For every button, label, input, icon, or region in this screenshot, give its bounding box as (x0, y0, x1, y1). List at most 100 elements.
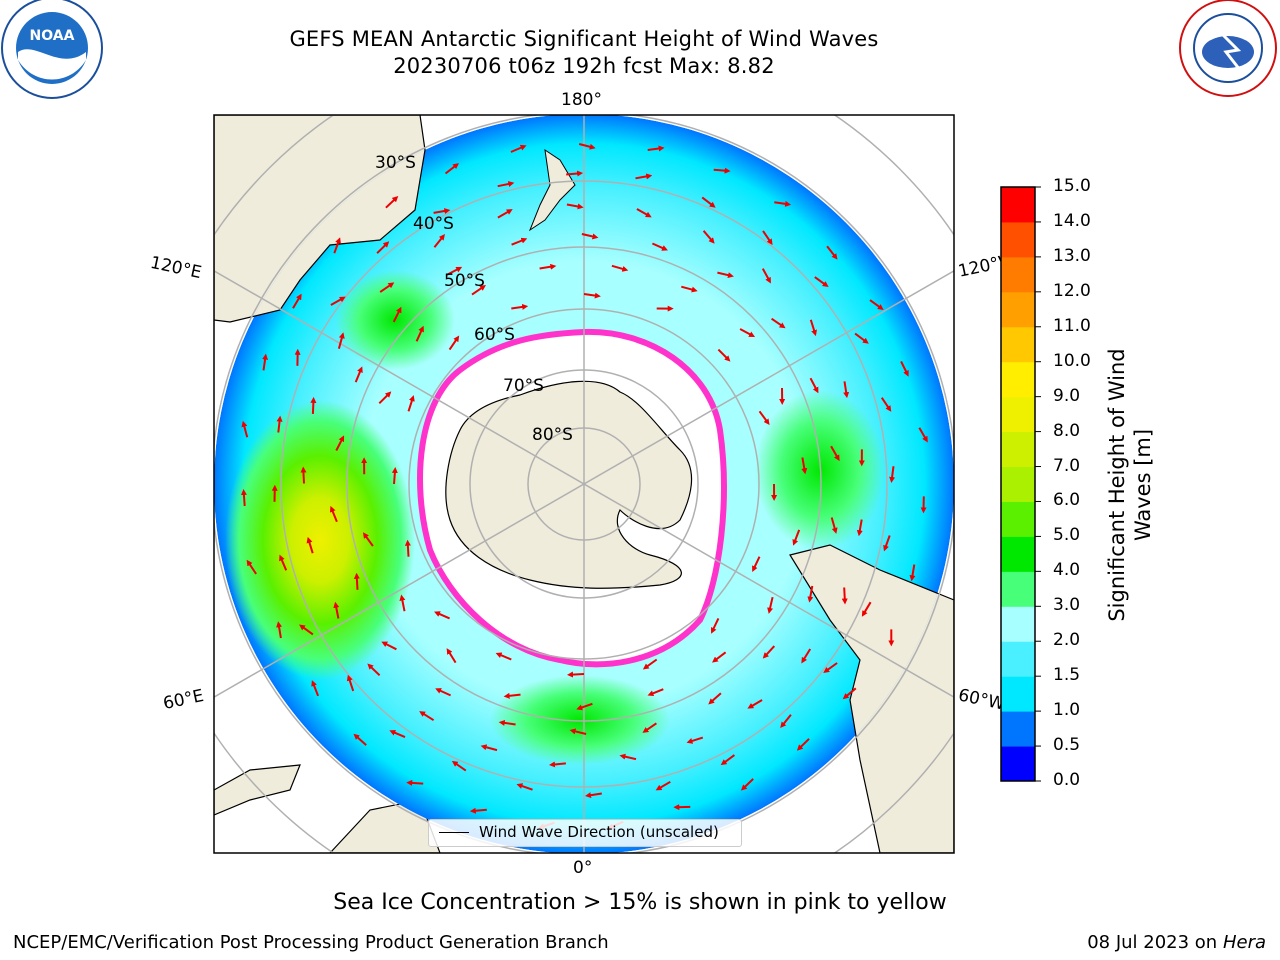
lon-label-180: 180° (561, 90, 602, 110)
wave-direction-arrow (841, 587, 848, 605)
wave-direction-arrow (451, 760, 467, 772)
wave-direction-arrow (900, 360, 909, 377)
land-new-zealand (528, 148, 576, 232)
map-legend: Wind Wave Direction (unscaled) (428, 819, 742, 847)
wave-direction-arrow (389, 730, 406, 739)
colorbar-segment (1001, 466, 1035, 502)
wave-direction-arrow (807, 585, 814, 603)
wave-direction-arrow (856, 519, 863, 537)
wave-direction-arrow (444, 163, 459, 175)
wave-direction-arrow (539, 263, 557, 270)
wave-direction-arrow (752, 556, 761, 573)
host-name: Hera (1222, 932, 1266, 953)
wave-direction-arrow (354, 366, 363, 383)
colorbar-segment (1001, 291, 1035, 328)
lat-label-50s: 50°S (444, 271, 485, 291)
wave-direction-arrow (333, 601, 340, 619)
wave-direction-arrow (767, 596, 774, 614)
wave-direction-arrow (337, 332, 345, 349)
wave-direction-arrow (823, 662, 838, 673)
wave-direction-arrow (241, 420, 249, 438)
colorbar-tick-label: 13.0 (1053, 245, 1091, 266)
wave-direction-arrow (311, 680, 320, 697)
colorbar-tick-label: 15.0 (1053, 176, 1091, 196)
colorbar-segment (1001, 571, 1035, 607)
wave-direction-arrow (830, 445, 840, 462)
wave-direction-arrow (435, 688, 452, 697)
wave-direction-arrow (511, 303, 529, 310)
wave-direction-arrow (385, 196, 399, 209)
colorbar-tick-label: 1.0 (1053, 700, 1081, 721)
colorbar-tick-label: 2.0 (1053, 630, 1081, 651)
wave-direction-arrow (801, 648, 812, 664)
colorbar-tick-label: 0.0 (1053, 770, 1081, 790)
colorbar-segment (1001, 187, 1035, 223)
wave-direction-arrow (391, 467, 398, 485)
wave-direction-arrow (708, 692, 722, 705)
colorbar-title-line1: Significant Height of Wind (1105, 348, 1129, 622)
wave-direction-arrow (333, 237, 341, 254)
wave-direction-arrow (376, 241, 390, 254)
colorbar-segment (1001, 536, 1035, 572)
wave-direction-arrow (681, 285, 698, 293)
wave-direction-arrow (739, 328, 756, 338)
wave-direction-arrow (686, 736, 704, 744)
wave-direction-arrow (702, 230, 715, 244)
wave-direction-arrow (362, 532, 374, 547)
wave-direction-arrow (469, 807, 487, 814)
credit-line: NCEP/EMC/Verification Post Processing Pr… (13, 932, 609, 953)
colorbar (1000, 186, 1041, 782)
wave-direction-arrow (801, 457, 808, 475)
wave-direction-arrow (809, 377, 819, 394)
date-stamp: 08 Jul 2023 on Hera (1087, 932, 1266, 953)
colorbar-segment (1001, 221, 1035, 258)
graticule (214, 115, 954, 853)
wave-direction-arrow (471, 285, 486, 296)
wave-direction-arrow (510, 144, 527, 153)
wave-direction-arrow (381, 641, 397, 651)
wave-direction-arrow (869, 299, 884, 311)
noaa-logo: NOAA (1, 0, 103, 99)
wave-direction-arrow (511, 237, 528, 246)
colorbar-tick-label: 4.0 (1053, 560, 1081, 581)
wave-direction-arrow (826, 245, 838, 260)
wave-direction-arrow (809, 319, 817, 337)
wave-direction-arrow (880, 397, 892, 412)
wave-direction-arrow (399, 594, 406, 612)
wave-direction-arrow (889, 466, 896, 483)
wave-direction-arrow (367, 663, 381, 677)
lat-label-70s: 70°S (503, 376, 544, 396)
colorbar-segment (1001, 501, 1035, 537)
wave-direction-arrow (330, 296, 346, 306)
wave-direction-arrow (346, 674, 355, 692)
wave-direction-arrow (448, 335, 460, 351)
wave-direction-arrow (549, 761, 566, 768)
noaa-logo-text: NOAA (30, 28, 75, 44)
colorbar-tick-label: 3.0 (1053, 595, 1081, 616)
wave-direction-arrow (918, 427, 928, 443)
wave-direction-arrow (642, 658, 658, 670)
wave-direction-arrow (712, 651, 727, 663)
wave-direction-arrow (581, 233, 599, 240)
wave-direction-arrow (306, 536, 314, 554)
wave-direction-arrow (329, 505, 338, 523)
wave-direction-arrow (569, 728, 587, 735)
colorbar-tick-label: 10.0 (1053, 350, 1091, 371)
colorbar-tick-label: 7.0 (1053, 455, 1081, 476)
lat-label-40s: 40°S (413, 214, 454, 234)
colorbar-tick-label: 12.0 (1053, 280, 1091, 301)
wave-direction-arrow (636, 208, 652, 218)
colorbar-segment (1001, 641, 1035, 677)
wave-direction-arrow (762, 230, 773, 245)
colorbar-segment (1001, 606, 1035, 642)
wave-direction-arrow (854, 332, 869, 344)
lat-label-30s: 30°S (375, 153, 416, 173)
colorbar-segment (1001, 326, 1035, 363)
wave-direction-arrow (480, 744, 498, 752)
wave-direction-arrow (771, 317, 786, 329)
wave-direction-arrow (747, 699, 763, 709)
wave-direction-arrow (585, 792, 602, 799)
wave-direction-arrow (503, 692, 521, 699)
wave-direction-arrow (446, 648, 457, 664)
sea-ice-caption: Sea Ice Concentration > 15% is shown in … (333, 890, 947, 915)
